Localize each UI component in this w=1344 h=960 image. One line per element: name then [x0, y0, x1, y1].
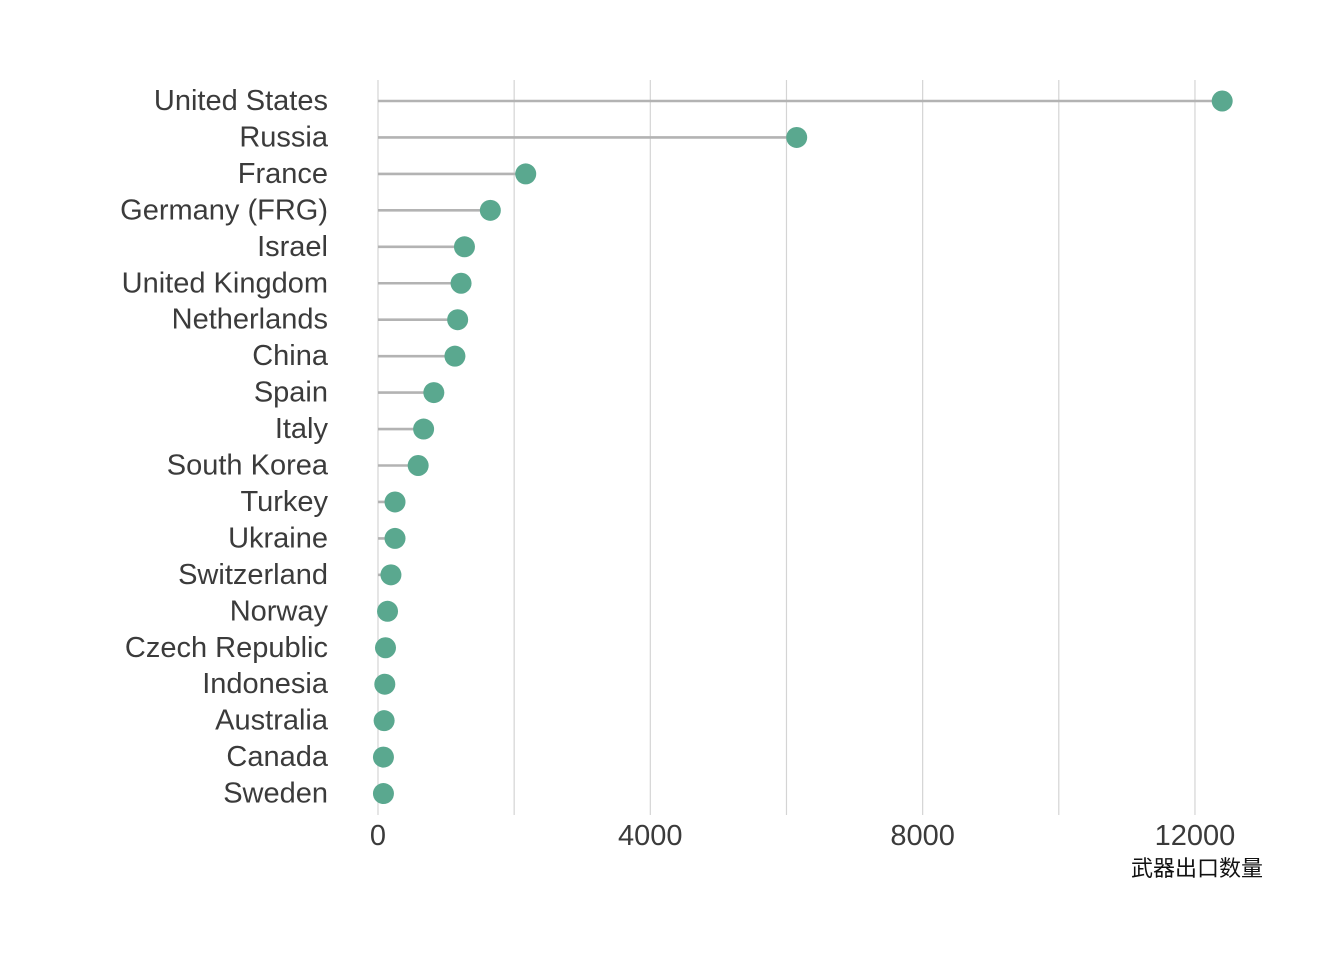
lollipop-point — [1211, 90, 1233, 112]
lollipop-point — [413, 418, 435, 440]
y-tick-label: United States — [154, 85, 328, 117]
grid-lines — [377, 80, 1196, 815]
lollipop-point — [515, 163, 537, 185]
lollipop-point — [479, 199, 501, 221]
y-tick-label: Ukraine — [228, 522, 328, 554]
lollipop-point — [374, 637, 396, 659]
y-tick-label: Sweden — [223, 778, 328, 810]
x-axis-tick-labels: 0 4000 8000 12000 — [370, 820, 1235, 852]
x-tick-label: 0 — [370, 820, 386, 852]
y-tick-label: Spain — [254, 377, 328, 409]
y-tick-label: Switzerland — [178, 559, 328, 591]
lollipop-point — [423, 382, 445, 404]
lollipop-point — [373, 710, 395, 732]
lollipop-points — [372, 90, 1233, 805]
y-tick-label: Norway — [230, 595, 329, 627]
y-tick-label: Czech Republic — [125, 632, 328, 664]
y-tick-label: Israel — [257, 231, 328, 263]
lollipop-stems — [378, 99, 1223, 795]
y-tick-label: Germany (FRG) — [120, 194, 328, 226]
lollipop-point — [450, 272, 472, 294]
x-tick-label: 8000 — [890, 820, 955, 852]
lollipop-point — [447, 309, 469, 331]
lollipop-point — [377, 600, 399, 622]
lollipop-point — [372, 746, 394, 768]
x-axis-title: 武器出口数量 — [1131, 857, 1263, 882]
y-tick-label: Netherlands — [172, 304, 328, 336]
y-tick-label: Indonesia — [202, 668, 329, 700]
lollipop-point — [444, 345, 466, 367]
lollipop-point — [372, 783, 394, 805]
lollipop-point — [374, 673, 396, 695]
x-tick-label: 12000 — [1155, 820, 1236, 852]
y-axis-tick-labels: United States Russia France Germany (FRG) Is… — [120, 85, 329, 810]
x-tick-label: 4000 — [618, 820, 683, 852]
y-tick-label: Australia — [215, 705, 329, 737]
y-tick-label: France — [238, 158, 328, 190]
y-tick-label: United Kingdom — [122, 267, 328, 299]
y-tick-label: Italy — [275, 413, 329, 445]
lollipop-point — [384, 527, 406, 549]
y-tick-label: Russia — [239, 121, 329, 153]
lollipop-point — [407, 455, 429, 476]
y-tick-label: Canada — [226, 741, 328, 773]
lollipop-point — [453, 236, 475, 258]
y-tick-label: Turkey — [240, 486, 328, 518]
y-tick-label: China — [252, 340, 329, 372]
lollipop-point — [380, 564, 402, 586]
y-tick-label: South Korea — [167, 450, 329, 482]
lollipop-point — [786, 126, 808, 148]
lollipop-point — [384, 491, 406, 513]
